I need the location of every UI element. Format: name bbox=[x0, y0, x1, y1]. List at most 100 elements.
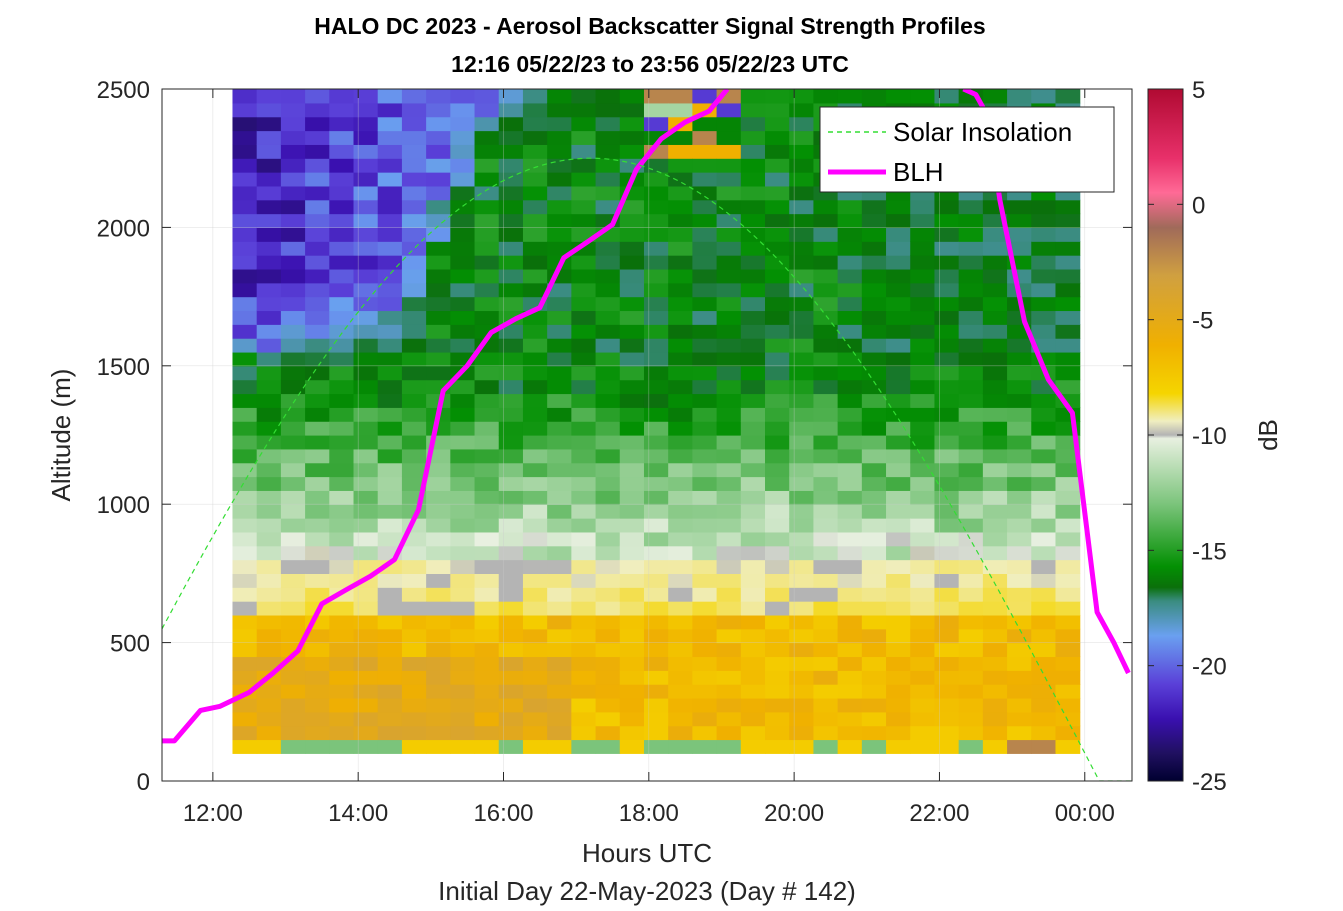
heatmap-cell bbox=[716, 130, 742, 145]
heatmap-cell bbox=[1031, 711, 1057, 727]
heatmap-cell bbox=[643, 172, 669, 187]
heatmap-cell bbox=[958, 365, 984, 381]
heatmap-cell bbox=[280, 213, 306, 228]
heatmap-cell bbox=[765, 255, 790, 270]
heatmap-cell bbox=[765, 642, 790, 658]
heatmap-cell bbox=[595, 559, 621, 574]
heatmap-cell bbox=[329, 144, 355, 159]
heatmap-cell bbox=[305, 407, 330, 422]
heatmap-cell bbox=[1055, 241, 1081, 256]
heatmap-cell bbox=[232, 144, 258, 159]
heatmap-cell bbox=[498, 421, 524, 436]
heatmap-cell bbox=[353, 462, 379, 478]
heatmap-cell bbox=[256, 213, 282, 228]
heatmap-cell bbox=[910, 89, 936, 104]
heatmap-cell bbox=[982, 490, 1008, 505]
heatmap-cell bbox=[474, 545, 500, 561]
heatmap-cell bbox=[353, 601, 379, 616]
heatmap-cell bbox=[256, 158, 282, 173]
heatmap-cell bbox=[934, 407, 960, 422]
heatmap-cell bbox=[1055, 504, 1081, 519]
heatmap-cell bbox=[305, 421, 330, 436]
heatmap-cell bbox=[329, 504, 355, 519]
heatmap-cell bbox=[1007, 697, 1032, 713]
heatmap-cell bbox=[401, 697, 427, 713]
heatmap-cell bbox=[934, 462, 960, 478]
heatmap-cell bbox=[450, 407, 476, 422]
heatmap-cell bbox=[643, 462, 669, 478]
heatmap-cell bbox=[934, 684, 960, 699]
heatmap-cell bbox=[522, 144, 548, 159]
heatmap-cell bbox=[765, 421, 790, 436]
heatmap-cell bbox=[547, 199, 572, 215]
heatmap-cell bbox=[765, 144, 790, 159]
heatmap-cell bbox=[619, 421, 645, 436]
heatmap-cell bbox=[1031, 282, 1057, 298]
heatmap-cell bbox=[595, 158, 621, 173]
heatmap-cell bbox=[353, 448, 379, 464]
heatmap-cell bbox=[619, 89, 645, 104]
heatmap-cell bbox=[813, 559, 839, 574]
heatmap-cell bbox=[474, 393, 500, 408]
heatmap-cell bbox=[498, 587, 524, 602]
heatmap-cell bbox=[1031, 296, 1057, 312]
heatmap-cell bbox=[547, 365, 572, 381]
heatmap-cell bbox=[813, 504, 839, 519]
heatmap-cell bbox=[305, 351, 330, 367]
heatmap-cell bbox=[450, 601, 476, 616]
heatmap-cell bbox=[329, 379, 355, 395]
heatmap-cell bbox=[886, 642, 911, 658]
heatmap-cell bbox=[861, 241, 887, 256]
heatmap-cell bbox=[1007, 448, 1032, 464]
heatmap-cell bbox=[522, 559, 548, 574]
heatmap-cell bbox=[958, 697, 984, 713]
heatmap-cell bbox=[426, 504, 451, 519]
heatmap-cell bbox=[547, 296, 572, 312]
heatmap-cell bbox=[765, 268, 790, 284]
heatmap-cell bbox=[547, 642, 572, 658]
heatmap-cell bbox=[886, 670, 911, 685]
heatmap-cell bbox=[232, 130, 258, 145]
heatmap-cell bbox=[619, 601, 645, 616]
heatmap-cell bbox=[861, 711, 887, 727]
heatmap-cell bbox=[765, 185, 790, 201]
heatmap-cell bbox=[1031, 697, 1057, 713]
x-tick-label: 16:00 bbox=[473, 800, 533, 827]
heatmap-cell bbox=[450, 504, 476, 519]
heatmap-cell bbox=[256, 711, 282, 727]
heatmap-cell bbox=[716, 670, 742, 685]
heatmap-cell bbox=[450, 199, 476, 215]
heatmap-cell bbox=[813, 739, 839, 754]
heatmap-cell bbox=[982, 268, 1008, 284]
heatmap-cell bbox=[474, 310, 500, 325]
heatmap-cell bbox=[619, 587, 645, 602]
heatmap-cell bbox=[668, 130, 693, 145]
heatmap-cell bbox=[450, 684, 476, 699]
heatmap-cell bbox=[668, 185, 693, 201]
y-tick-label: 0 bbox=[137, 769, 150, 796]
heatmap-cell bbox=[910, 656, 936, 671]
heatmap-cell bbox=[716, 213, 742, 228]
heatmap-cell bbox=[789, 268, 815, 284]
heatmap-cell bbox=[982, 573, 1008, 588]
heatmap-cell bbox=[716, 407, 742, 422]
heatmap-cell bbox=[256, 614, 282, 630]
heatmap-cell bbox=[305, 462, 330, 478]
heatmap-cell bbox=[643, 684, 669, 699]
heatmap-cell bbox=[401, 656, 427, 671]
heatmap-cell bbox=[498, 89, 524, 104]
heatmap-cell bbox=[498, 448, 524, 464]
heatmap-cell bbox=[474, 559, 500, 574]
heatmap-cell bbox=[716, 227, 742, 242]
heatmap-cell bbox=[498, 684, 524, 699]
heatmap-cell bbox=[934, 227, 960, 242]
heatmap-cell bbox=[982, 351, 1008, 367]
heatmap-cell bbox=[765, 199, 790, 215]
heatmap-cell bbox=[305, 338, 330, 353]
heatmap-cell bbox=[522, 102, 548, 118]
heatmap-cell bbox=[571, 185, 597, 201]
heatmap-cell bbox=[571, 656, 597, 671]
heatmap-cell bbox=[426, 545, 451, 561]
heatmap-cell bbox=[837, 490, 863, 505]
